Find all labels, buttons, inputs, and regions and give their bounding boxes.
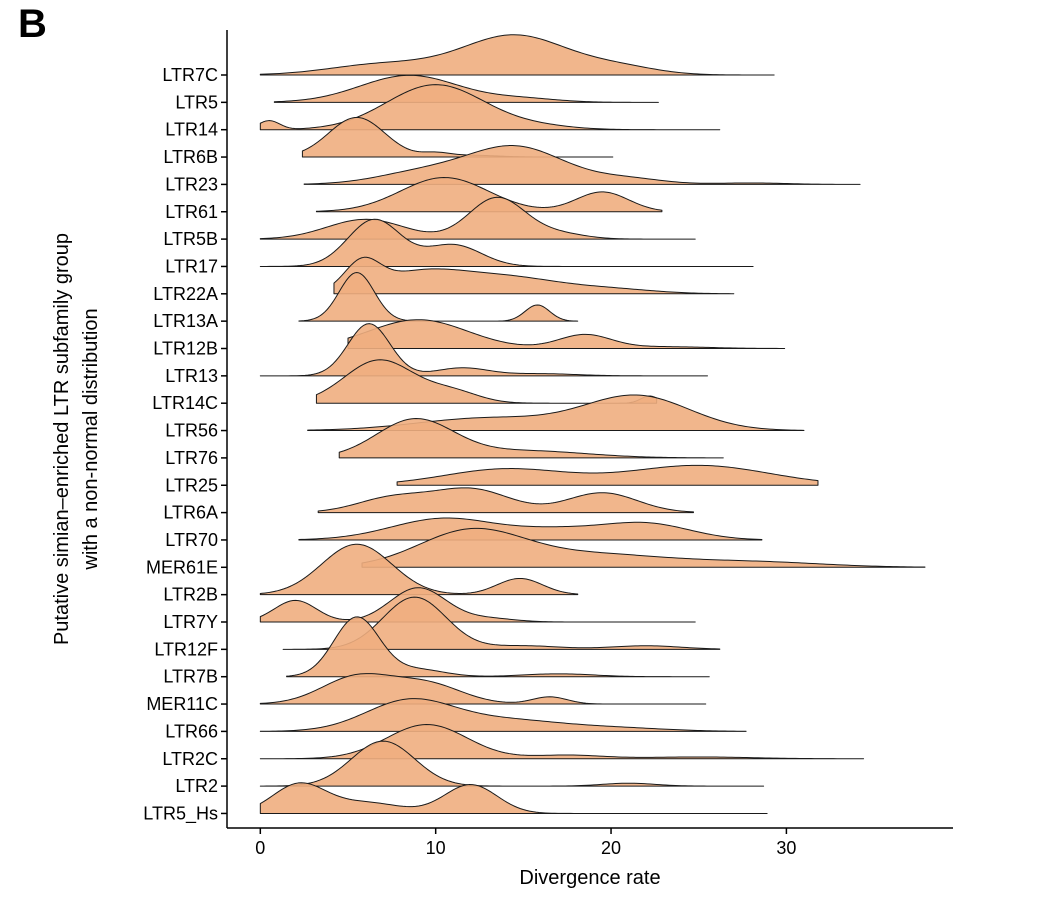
ridge-ltr76 [338,418,724,459]
ridge-ltr14c [315,359,658,404]
ridge-ltr5-hs [259,782,768,814]
y-tick-label: LTR6B [163,147,218,167]
y-tick-label: LTR2C [162,749,218,769]
y-tick-label: LTR23 [165,174,218,194]
y-tick-label: LTR12F [154,639,218,659]
x-tick-label: 20 [601,838,621,858]
ridge-ltr5 [273,74,659,103]
y-axis-ticks: LTR7C LTR5 LTR14 LTR6B LTR23 LTR61 LTR5B LTR17 L… [143,65,227,824]
y-axis-title: Putative simian–enriched LTR subfamily g… [51,233,102,645]
ridge-ltr70 [298,517,763,541]
ridge-ltr7b [286,616,710,678]
ridge-ltr17 [259,218,754,267]
ridge-ltr7c [259,34,775,76]
x-tick-label: 0 [255,838,265,858]
y-tick-label: LTR2 [175,776,218,796]
y-tick-label: LTR7B [163,667,218,687]
ridge-mer11c [259,673,707,705]
ridge-ltr2b [259,543,579,596]
ridge-ltr13 [259,323,708,377]
ridge-ltr66 [259,698,747,732]
y-tick-label: LTR13A [153,311,218,331]
y-tick-label: LTR5 [175,92,218,112]
y-tick-label: LTR22A [153,284,218,304]
y-axis-title-line: with a non-normal distribution [80,308,102,570]
y-tick-label: LTR13 [165,366,218,386]
y-tick-label: LTR2B [163,585,218,605]
y-tick-label: LTR25 [165,475,218,495]
ridge-ltr13a [298,272,579,322]
y-tick-label: LTR5_Hs [143,803,218,824]
ridge-ltr14 [259,84,721,131]
ridges-layer [259,34,926,814]
y-tick-label: MER61E [146,557,218,577]
y-axis-title-line: Putative simian–enriched LTR subfamily g… [51,233,73,645]
y-tick-label: LTR14C [152,393,218,413]
y-tick-label: LTR66 [165,721,218,741]
y-tick-label: LTR7C [162,65,218,85]
ridge-ltr2 [259,740,765,787]
ridge-ltr6b [301,116,614,158]
y-tick-label: LTR14 [165,120,218,140]
y-tick-label: LTR6A [163,503,218,523]
y-tick-label: LTR56 [165,421,218,441]
y-tick-label: LTR12B [153,339,218,359]
ridge-mer61e [361,527,926,568]
ridge-ltr22a [333,256,735,295]
y-tick-label: LTR7Y [163,612,218,632]
y-tick-label: LTR70 [165,530,218,550]
ridge-ltr6a [317,487,694,514]
ridge-ltr25 [396,464,819,486]
y-tick-label: LTR61 [165,202,218,222]
ridge-ltr23 [303,145,861,185]
y-tick-label: LTR5B [163,229,218,249]
x-tick-label: 10 [426,838,446,858]
ridge-ltr12b [347,319,786,349]
ridge-ltr7y [259,587,696,623]
y-tick-label: LTR17 [165,256,218,276]
x-tick-label: 30 [776,838,796,858]
ridge-ltr2c [259,724,865,760]
ridge-ltr61 [315,177,663,213]
panel-label: B [18,2,47,46]
x-axis-ticks: 0 10 20 30 [255,828,796,858]
y-tick-label: MER11C [146,694,218,714]
y-tick-label: LTR76 [165,448,218,468]
x-axis-title: Divergence rate [519,867,660,889]
